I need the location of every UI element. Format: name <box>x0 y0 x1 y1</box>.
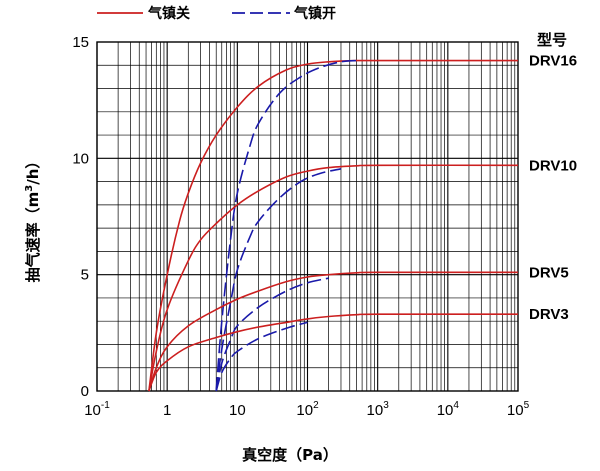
series-drv3-gas-ballast-closed <box>148 313 519 392</box>
model-label-drv16: DRV16 <box>529 53 577 70</box>
legend: 气镇关 气镇开 <box>97 5 336 22</box>
model-label-drv5: DRV5 <box>529 264 569 281</box>
series-drv10-gas-ballast-open <box>215 168 342 392</box>
series-drv5-gas-ballast-open <box>215 277 329 392</box>
y-tick-label: 5 <box>81 267 89 284</box>
series-group <box>148 59 519 392</box>
x-tick-label: 10 <box>229 402 246 419</box>
y-tick-label: 0 <box>81 383 89 400</box>
x-tick-label: 105 <box>507 400 530 419</box>
series-drv16-gas-ballast-closed <box>148 59 518 392</box>
y-axis-title-before: 抽气速率（m <box>24 192 42 283</box>
series-drv10-gas-ballast-closed <box>148 164 519 392</box>
x-axis-title: 真空度（Pa） <box>242 446 338 464</box>
legend-label-closed: 气镇关 <box>147 5 190 22</box>
legend-label-open: 气镇开 <box>293 5 336 22</box>
y-axis-title: 抽气速率（m3/h） <box>24 154 42 283</box>
model-label-drv3: DRV3 <box>529 306 569 323</box>
x-tick-label: 1 <box>163 402 171 419</box>
y-tick-label: 15 <box>72 34 89 51</box>
series-drv5-gas-ballast-closed <box>148 271 518 392</box>
series-drv3-gas-ballast-open <box>215 321 308 392</box>
y-tick-labels: 0 5 10 15 <box>72 34 89 400</box>
plot-frame <box>96 41 519 392</box>
model-header: 型号 <box>537 31 567 49</box>
y-tick-label: 10 <box>72 150 89 167</box>
series-drv16-gas-ballast-open <box>215 59 357 392</box>
x-tick-label: 104 <box>437 400 460 419</box>
x-tick-label: 103 <box>367 400 390 419</box>
model-label-drv10: DRV10 <box>529 157 577 174</box>
x-tick-labels: 10-1 1 10 102 103 104 105 <box>84 400 529 419</box>
x-tick-label: 10-1 <box>84 400 110 419</box>
model-labels: DRV16 DRV10 DRV5 DRV3 <box>529 53 577 324</box>
y-axis-title-after: /h） <box>24 154 42 185</box>
y-axis-title-sup: 3 <box>24 185 35 192</box>
grid <box>96 41 518 392</box>
x-tick-label: 102 <box>296 400 319 419</box>
